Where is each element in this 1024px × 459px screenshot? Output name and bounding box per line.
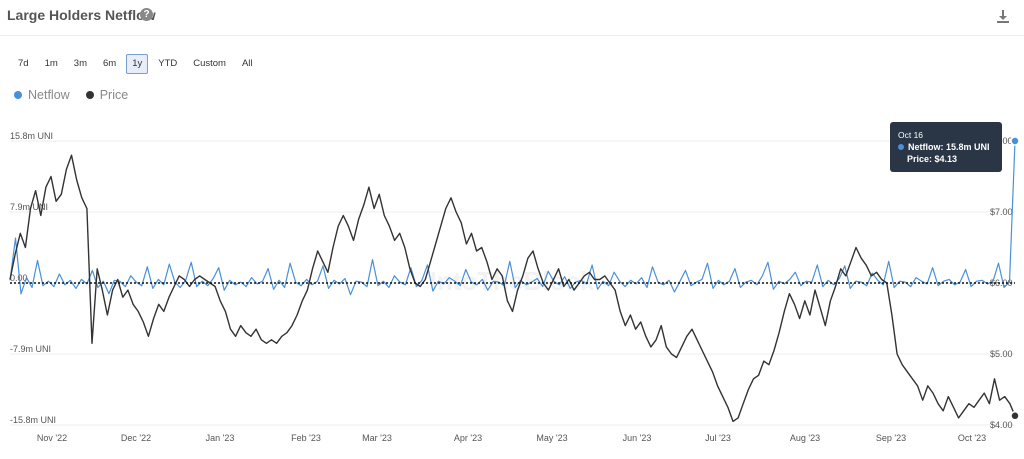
x-tick-label: Jun '23 — [623, 433, 652, 443]
tooltip-netflow: Netflow: 15.8m UNI — [908, 142, 990, 152]
time-range-selector: 7d 1m 3m 6m 1y YTD Custom All — [12, 54, 259, 74]
download-icon[interactable] — [995, 8, 1011, 24]
header-divider — [0, 35, 1024, 36]
legend-dot-netflow — [14, 91, 22, 99]
y-tick-label-left: -15.8m UNI — [10, 415, 56, 425]
x-tick-label: Sep '23 — [876, 433, 906, 443]
netflow-endpoint-marker — [1010, 136, 1020, 146]
y-tick-label-right: $5.00 — [990, 349, 1013, 359]
y-tick-label-right: $6.00 — [990, 278, 1013, 288]
x-tick-label: May '23 — [536, 433, 567, 443]
x-tick-label: Dec '22 — [121, 433, 151, 443]
y-tick-label-right: $4.00 — [990, 420, 1013, 430]
range-button-6m[interactable]: 6m — [96, 54, 123, 74]
x-tick-label: Jan '23 — [206, 433, 235, 443]
y-tick-label-left: 7.9m UNI — [10, 202, 48, 212]
range-button-ytd[interactable]: YTD — [152, 54, 184, 74]
range-button-all[interactable]: All — [235, 54, 259, 74]
x-tick-label: Nov '22 — [37, 433, 67, 443]
tooltip-netflow-row: Netflow: 15.8m UNI — [898, 142, 990, 152]
x-tick-label: Mar '23 — [362, 433, 392, 443]
price-endpoint-marker — [1010, 411, 1020, 421]
range-button-3m[interactable]: 3m — [67, 54, 93, 74]
x-tick-label: Aug '23 — [790, 433, 820, 443]
x-tick-label: Apr '23 — [454, 433, 482, 443]
tooltip-price: Price: $4.13 — [907, 154, 958, 164]
x-tick-label: Oct '23 — [958, 433, 986, 443]
price-series-line — [9, 154, 1016, 423]
legend-item-netflow[interactable]: Netflow — [14, 88, 70, 102]
y-tick-label-left: 15.8m UNI — [10, 131, 53, 141]
y-tick-label-right: $7.00 — [990, 207, 1013, 217]
netflow-series-line — [9, 140, 1016, 296]
range-button-1y[interactable]: 1y — [126, 54, 149, 74]
question-circle-icon[interactable]: ? — [140, 8, 153, 21]
legend-label: Netflow — [28, 88, 70, 102]
chart-header: Large Holders Netflow ? — [0, 0, 1024, 34]
legend-dot-price — [85, 91, 94, 99]
tooltip-date: Oct 16 — [898, 130, 924, 140]
x-tick-label: Jul '23 — [705, 433, 731, 443]
chart-tooltip: Oct 16 Netflow: 15.8m UNI Price: $4.13 — [890, 122, 1002, 172]
tooltip-netflow-dot — [898, 144, 904, 150]
chart-title: Large Holders Netflow — [7, 7, 156, 23]
y-tick-label-left: -7.9m UNI — [10, 344, 51, 354]
range-button-1m[interactable]: 1m — [38, 54, 64, 74]
chart-legend: Netflow Price — [14, 88, 128, 102]
legend-label: Price — [99, 88, 129, 102]
y-tick-label-left: 0.00 — [10, 273, 28, 283]
x-tick-label: Feb '23 — [291, 433, 321, 443]
range-button-7d[interactable]: 7d — [12, 54, 35, 74]
legend-item-price[interactable]: Price — [85, 88, 129, 102]
range-button-custom[interactable]: Custom — [187, 54, 232, 74]
